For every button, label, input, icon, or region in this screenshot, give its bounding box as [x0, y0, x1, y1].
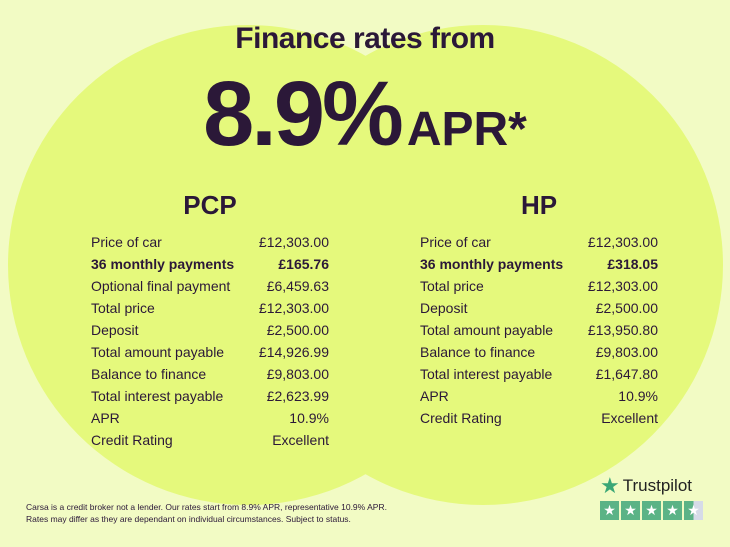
background-circle-right: [243, 25, 723, 505]
row-value: £14,926.99: [258, 344, 329, 360]
table-row: APR 10.9%: [420, 385, 658, 407]
row-label: Price of car: [91, 234, 162, 250]
table-row: Total amount payable £14,926.99: [91, 341, 329, 363]
trustpilot-star-icon: ★: [600, 473, 620, 498]
table-row: APR 10.9%: [91, 407, 329, 429]
row-label: Total amount payable: [91, 344, 225, 360]
table-row: Balance to finance £9,803.00: [91, 363, 329, 385]
star-icon: ★: [642, 501, 661, 520]
table-row: Deposit £2,500.00: [91, 319, 329, 341]
headline: Finance rates from: [235, 22, 495, 55]
rate-display: 8.9% APR*: [0, 62, 730, 167]
rate-suffix: APR*: [406, 103, 527, 156]
row-value: £9,803.00: [595, 344, 658, 360]
row-label: Total interest payable: [420, 366, 553, 382]
row-label: 36 monthly payments: [420, 256, 564, 272]
rate-value: 8.9%: [203, 63, 404, 165]
row-value: £6,459.63: [266, 278, 329, 294]
row-value: 10.9%: [618, 388, 658, 404]
row-label: Total price: [420, 278, 484, 294]
table-row: 36 monthly payments £165.76: [91, 253, 329, 275]
row-value: £1,647.80: [595, 366, 658, 382]
row-value: £12,303.00: [258, 300, 329, 316]
row-value: £12,303.00: [258, 234, 329, 250]
row-value: Excellent: [272, 432, 329, 448]
table-row: 36 monthly payments £318.05: [420, 253, 658, 275]
row-label: APR: [91, 410, 120, 426]
row-label: Optional final payment: [91, 278, 231, 294]
trustpilot-badge[interactable]: ★ Trustpilot ★ ★ ★ ★ ★: [600, 473, 703, 520]
table-row: Optional final payment £6,459.63: [91, 275, 329, 297]
row-value: £2,500.00: [595, 300, 658, 316]
row-label: Balance to finance: [420, 344, 536, 360]
row-value: £2,623.99: [266, 388, 329, 404]
table-row: Total amount payable £13,950.80: [420, 319, 658, 341]
row-value: £9,803.00: [266, 366, 329, 382]
row-label: Total interest payable: [91, 388, 224, 404]
row-value: 10.9%: [289, 410, 329, 426]
pcp-table: PCP Price of car £12,303.00 36 monthly paym…: [91, 190, 329, 451]
row-value: £2,500.00: [266, 322, 329, 338]
table-row: Total interest payable £2,623.99: [91, 385, 329, 407]
row-label: Total price: [91, 300, 155, 316]
row-value: £165.76: [278, 256, 329, 272]
table-row: Total interest payable £1,647.80: [420, 363, 658, 385]
row-value: £13,950.80: [587, 322, 658, 338]
table-row: Price of car £12,303.00: [91, 231, 329, 253]
row-value: Excellent: [601, 410, 658, 426]
row-label: APR: [420, 388, 449, 404]
row-label: Credit Rating: [91, 432, 173, 448]
hp-table: HP Price of car £12,303.00 36 monthly payme…: [420, 190, 658, 429]
row-label: Deposit: [91, 322, 139, 338]
row-value: £318.05: [607, 256, 658, 272]
row-label: 36 monthly payments: [91, 256, 235, 272]
table-row: Total price £12,303.00: [420, 275, 658, 297]
row-label: Balance to finance: [91, 366, 207, 382]
row-label: Price of car: [420, 234, 491, 250]
star-icon: ★: [600, 501, 619, 520]
trustpilot-name: Trustpilot: [622, 476, 693, 495]
row-label: Credit Rating: [420, 410, 502, 426]
row-value: £12,303.00: [587, 278, 658, 294]
trustpilot-rating: ★ ★ ★ ★ ★: [600, 501, 703, 520]
hp-title: HP: [520, 190, 558, 220]
table-row: Balance to finance £9,803.00: [420, 341, 658, 363]
star-icon: ★: [663, 501, 682, 520]
row-label: Total amount payable: [420, 322, 554, 338]
disclaimer-line: Carsa is a credit broker not a lender. O…: [26, 502, 387, 512]
half-star-icon: ★: [684, 501, 703, 520]
table-row: Credit Rating Excellent: [91, 429, 329, 451]
row-label: Deposit: [420, 300, 468, 316]
row-value: £12,303.00: [587, 234, 658, 250]
table-row: Credit Rating Excellent: [420, 407, 658, 429]
disclaimer: Carsa is a credit broker not a lender. O…: [26, 501, 387, 525]
table-row: Deposit £2,500.00: [420, 297, 658, 319]
star-icon: ★: [621, 501, 640, 520]
table-row: Total price £12,303.00: [91, 297, 329, 319]
disclaimer-line: Rates may differ as they are dependant o…: [26, 514, 351, 524]
pcp-title: PCP: [183, 190, 237, 220]
table-row: Price of car £12,303.00: [420, 231, 658, 253]
